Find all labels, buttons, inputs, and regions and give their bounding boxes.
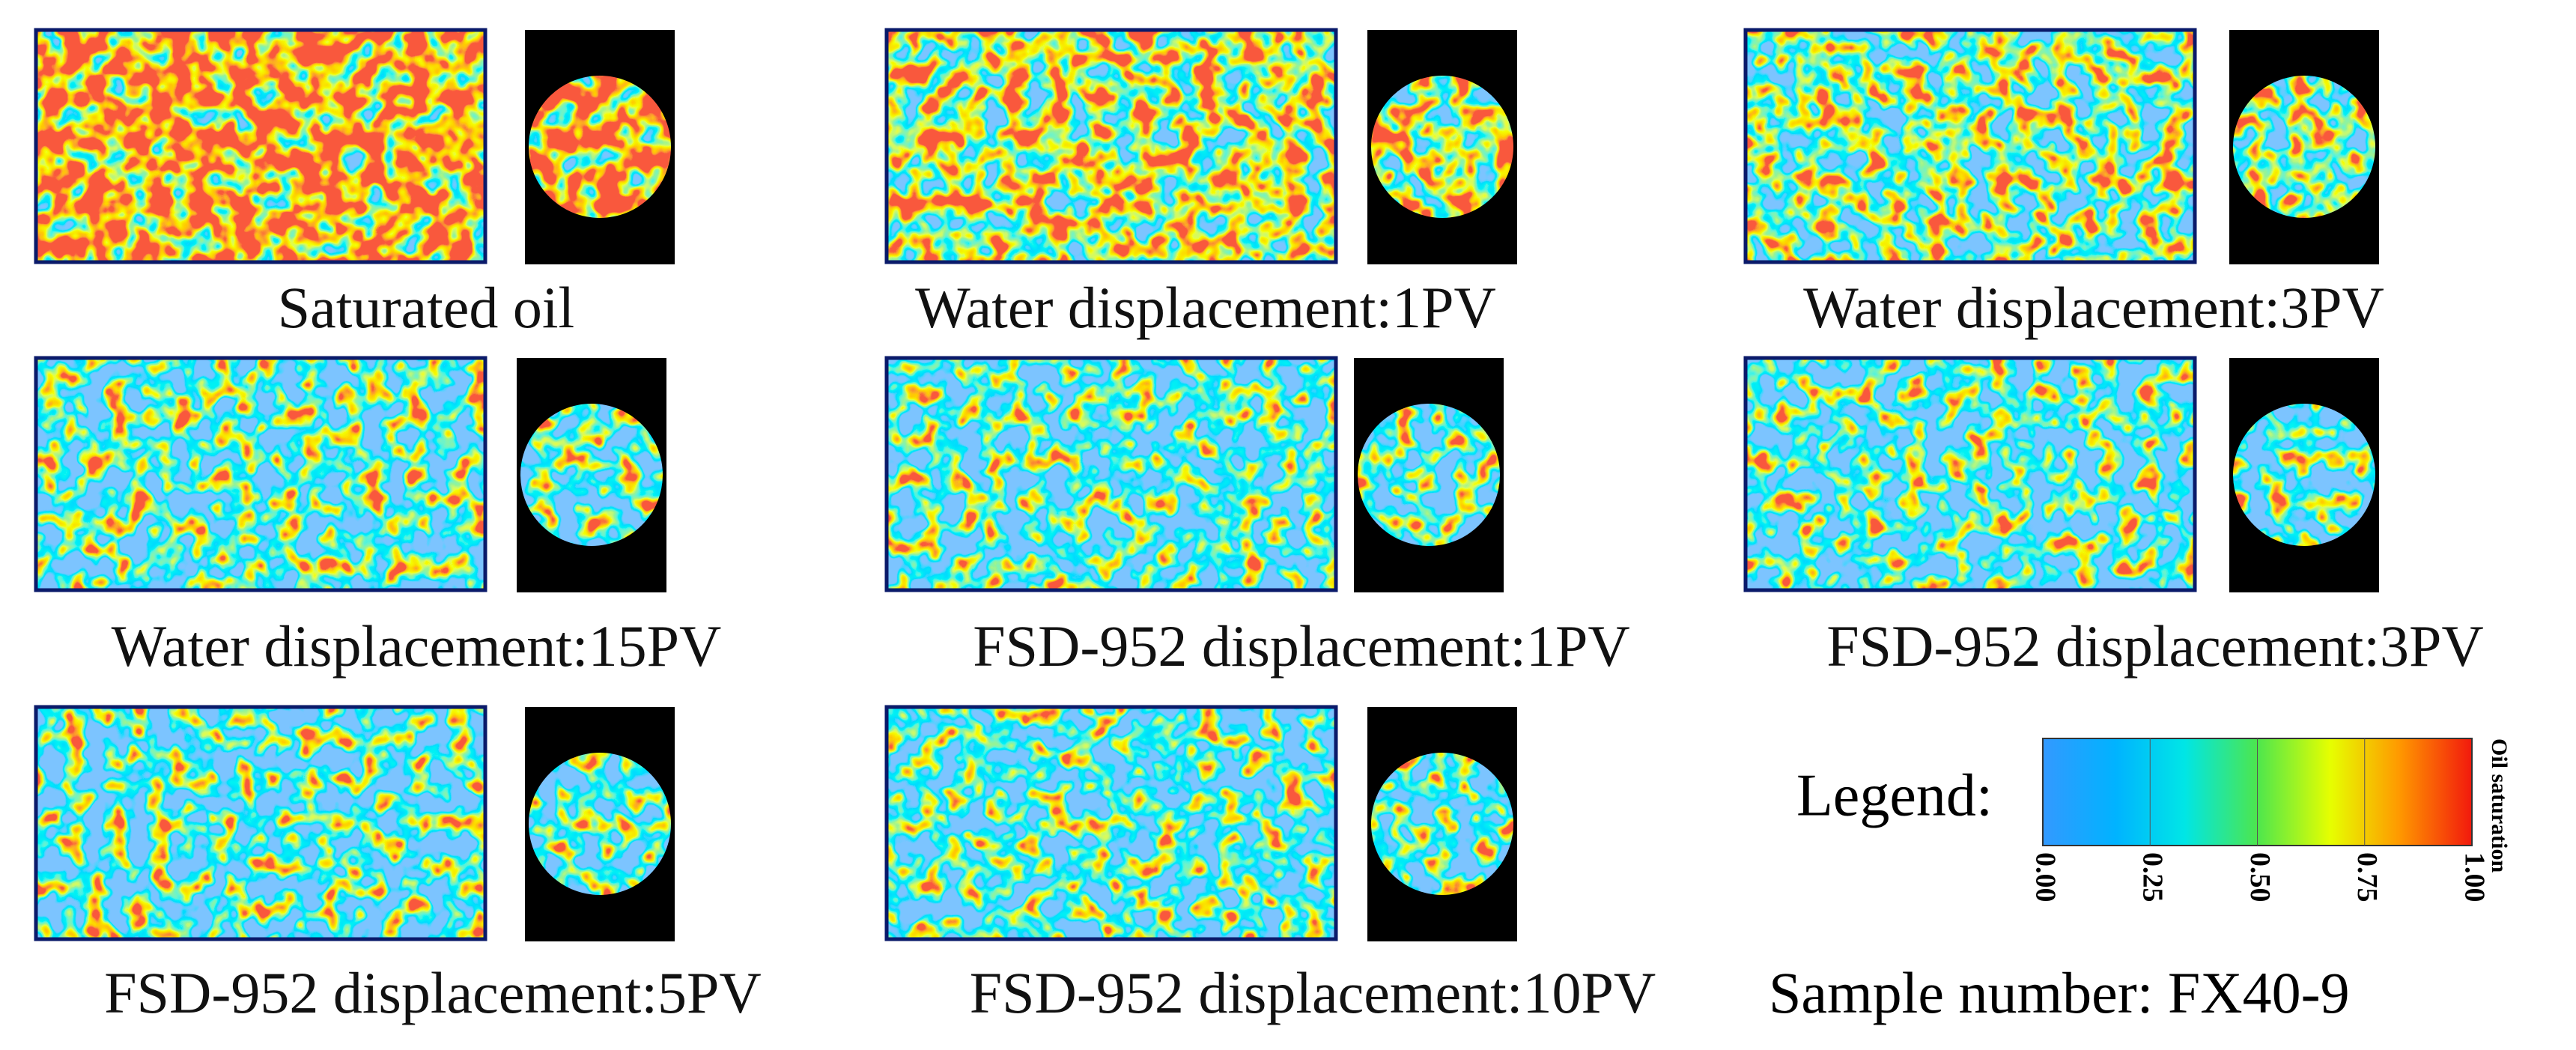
core-slice-long [36, 30, 485, 262]
panel-label: FSD-952 displacement:3PV [1826, 613, 2483, 679]
core-slice-cross [2233, 404, 2375, 546]
colorbar-tick-label: 1.00 [2458, 852, 2490, 902]
core-slice-long [887, 30, 1336, 262]
core-slice-long [887, 707, 1336, 939]
core-slice-long [36, 358, 485, 590]
panel-label: FSD-952 displacement:5PV [104, 960, 761, 1025]
core-slice-cross [2233, 76, 2375, 218]
core-slice-cross [529, 76, 671, 218]
core-slice-long [36, 707, 485, 939]
panel-label: Water displacement:3PV [1803, 275, 2384, 340]
panel-label: Water displacement:1PV [915, 275, 1496, 340]
legend-title: Legend: [1796, 762, 1993, 828]
slice-border [34, 705, 487, 941]
panel-label: FSD-952 displacement:1PV [973, 613, 1629, 679]
slice-border [884, 705, 1338, 941]
slice-border [884, 28, 1338, 264]
slice-border [1743, 28, 2197, 264]
colorbar-label: Oil saturation [2487, 738, 2512, 873]
panel-label: FSD-952 displacement:10PV [970, 960, 1656, 1025]
core-slice-long [1746, 358, 2195, 590]
panel-label: Water displacement:15PV [112, 613, 722, 679]
slice-border [34, 356, 487, 592]
colorbar-tick-label: 0.25 [2137, 852, 2169, 902]
core-slice-cross [520, 404, 663, 546]
slice-border [34, 28, 487, 264]
core-slice-long [887, 358, 1336, 590]
core-slice-cross [529, 753, 671, 895]
sample-number: Sample number: FX40-9 [1769, 960, 2350, 1025]
slice-border [884, 356, 1338, 592]
core-slice-cross [1371, 76, 1513, 218]
colorbar-tick-label: 0.50 [2244, 852, 2276, 902]
core-slice-cross [1358, 404, 1500, 546]
colorbar-tick-label: 0.00 [2029, 852, 2061, 902]
panel-label: Saturated oil [278, 275, 574, 340]
core-slice-cross [1371, 753, 1513, 895]
core-slice-long [1746, 30, 2195, 262]
slice-border [1743, 356, 2197, 592]
colorbar-tick-label: 0.75 [2351, 852, 2383, 902]
